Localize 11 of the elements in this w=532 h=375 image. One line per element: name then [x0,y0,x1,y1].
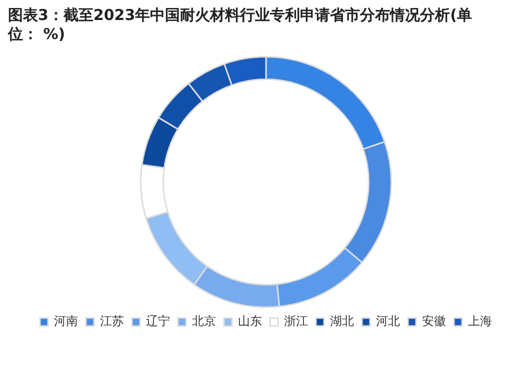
chart-title: 图表3：截至2023年中国耐火材料行业专利申请省市分布情况分析(单位： %) [6,5,474,45]
legend-label: 河北 [376,314,400,328]
legend-label: 湖北 [330,314,354,328]
legend-label: 山东 [238,314,262,328]
legend-label: 辽宁 [146,314,170,328]
legend-label: 安徽 [422,314,446,328]
legend-label: 浙江 [284,314,308,328]
legend-label: 江苏 [100,314,124,328]
legend-label: 上海 [468,314,492,328]
legend-label: 河南 [54,314,78,328]
legend-label: 北京 [192,314,216,328]
